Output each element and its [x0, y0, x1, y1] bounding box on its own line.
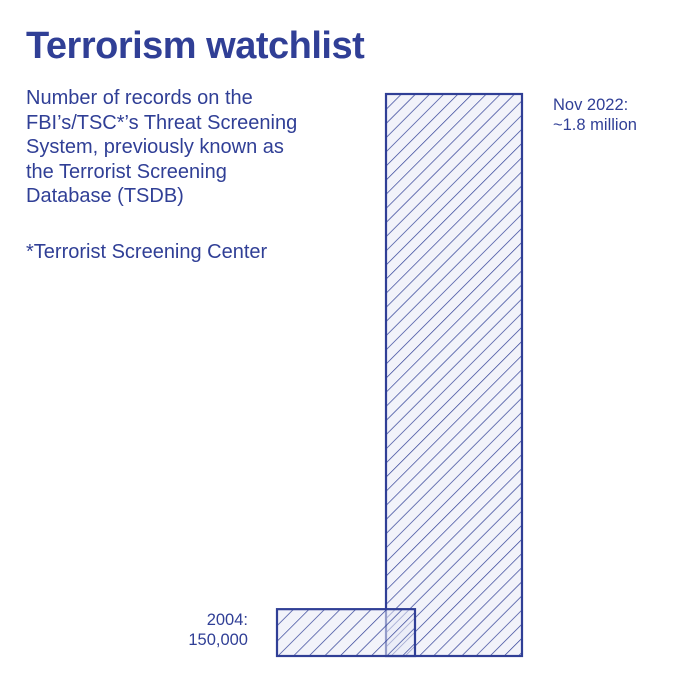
subtitle-line: Number of records on the	[26, 87, 253, 109]
subtitle-line: Database (TSDB)	[26, 185, 184, 207]
data-label-line: ~1.8 million	[553, 116, 637, 134]
subtitle-line: the Terrorist Screening	[26, 160, 227, 183]
page-title: Terrorism watchlist	[26, 25, 365, 67]
footnote: *Terrorist Screening Center	[26, 241, 268, 263]
labels-layer: 2004: 150,000 Nov 2022: ~1.8 million	[188, 96, 637, 649]
subtitle-line: FBI’s/TSC*’s Threat Screening	[26, 111, 298, 134]
subtitle-line: System, previously known as	[26, 136, 284, 158]
data-label-line: Nov 2022:	[553, 96, 628, 114]
data-label-line: 2004:	[207, 611, 248, 629]
data-label-line: 150,000	[188, 631, 248, 649]
bar-nov-2022	[384, 92, 524, 658]
bar-2004	[275, 608, 417, 658]
chart-subtitle: Number of records on the FBI’s/TSC*’s Th…	[26, 86, 366, 209]
data-label-nov-2022: Nov 2022: ~1.8 million	[553, 96, 637, 134]
data-label-2004: 2004: 150,000	[188, 611, 248, 649]
bars-layer	[275, 92, 524, 658]
